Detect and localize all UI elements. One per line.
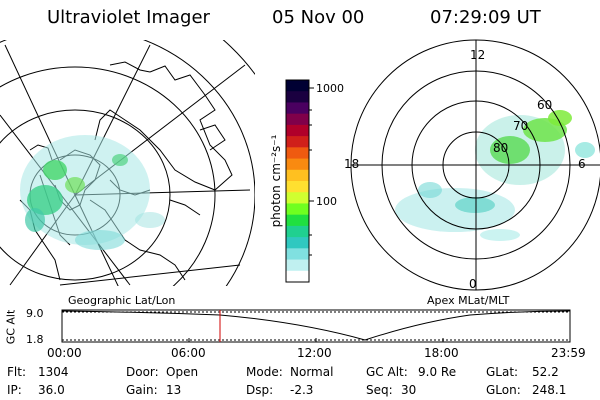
time-tick-1200: 12:00 [297, 346, 332, 360]
colorbar-segment [286, 113, 309, 126]
left-panel-label: Geographic Lat/Lon [68, 294, 176, 307]
lat-label-70: 70 [513, 119, 529, 133]
colorbar-segment [286, 203, 309, 216]
colorbar-segment [286, 225, 309, 238]
colorbar-segment [286, 270, 309, 283]
seq-value: 30 [401, 383, 417, 397]
mlt-label-18: 18 [344, 157, 360, 171]
flt-label: Flt: [7, 365, 26, 379]
door-value: Open [166, 365, 199, 379]
colorbar-segment [286, 91, 309, 104]
lat-label-60: 60 [537, 98, 553, 112]
mlt-label-6: 6 [578, 157, 586, 171]
colorbar-segment [286, 169, 309, 182]
altitude-tick-low: 1.8 [26, 333, 44, 346]
flt-value: 1304 [38, 365, 69, 379]
lat-label-80: 80 [493, 141, 509, 155]
mode-label: Mode: [246, 365, 283, 379]
gain-value: 13 [166, 383, 182, 397]
gain-label: Gain: [126, 383, 158, 397]
colorbar-segment [286, 136, 309, 148]
mode-value: Normal [290, 365, 334, 379]
mlt-label-0: 0 [469, 277, 477, 291]
colorbar-tick-100: 100 [316, 195, 337, 208]
time-label: 07:29:09 UT [430, 7, 541, 28]
mlt-label-12: 12 [470, 48, 486, 62]
time-tick-0600: 06:00 [171, 346, 206, 360]
time-tick-0000: 00:00 [47, 346, 82, 360]
colorbar-segment [286, 124, 309, 137]
date-label: 05 Nov 00 [272, 7, 365, 28]
colorbar-segment [286, 192, 309, 205]
colorbar-unit-label: photon cm⁻²s⁻¹ [269, 134, 283, 228]
time-tick-1800: 18:00 [424, 346, 459, 360]
ip-label: IP: [7, 383, 22, 397]
colorbar-segment [286, 237, 309, 249]
colorbar-segment [286, 158, 309, 171]
altitude-plot [61, 309, 571, 343]
ip-value: 36.0 [38, 383, 65, 397]
polar-plot [350, 39, 600, 291]
right-panel-label: Apex MLat/MLT [427, 294, 510, 307]
colorbar-segment [286, 102, 309, 115]
glon-label: GLon: [486, 383, 521, 397]
colorbar-segment [286, 147, 309, 160]
altitude-tick-high: 9.0 [26, 307, 44, 320]
glon-value: 248.1 [532, 383, 567, 397]
gcalt-label: GC Alt: [366, 365, 408, 379]
colorbar-segment [286, 80, 309, 92]
colorbar-segment [286, 214, 309, 227]
gcalt-value: 9.0 Re [418, 365, 457, 379]
colorbar-segment [286, 181, 309, 193]
colorbar-tick-1000: 1000 [316, 82, 344, 95]
aurora-geographic [20, 135, 165, 250]
glat-value: 52.2 [532, 365, 559, 379]
colorbar-segment [286, 248, 309, 261]
colorbar-segment [286, 259, 309, 272]
colorbar [286, 80, 309, 283]
time-tick-2359: 23:59 [551, 346, 586, 360]
altitude-axis-title: GC Alt [4, 309, 18, 345]
instrument-title: Ultraviolet Imager [47, 7, 210, 28]
seq-label: Seq: [366, 383, 393, 397]
dsp-label: Dsp: [246, 383, 274, 397]
door-label: Door: [126, 365, 159, 379]
dsp-value: -2.3 [290, 383, 314, 397]
glat-label: GLat: [486, 365, 519, 379]
